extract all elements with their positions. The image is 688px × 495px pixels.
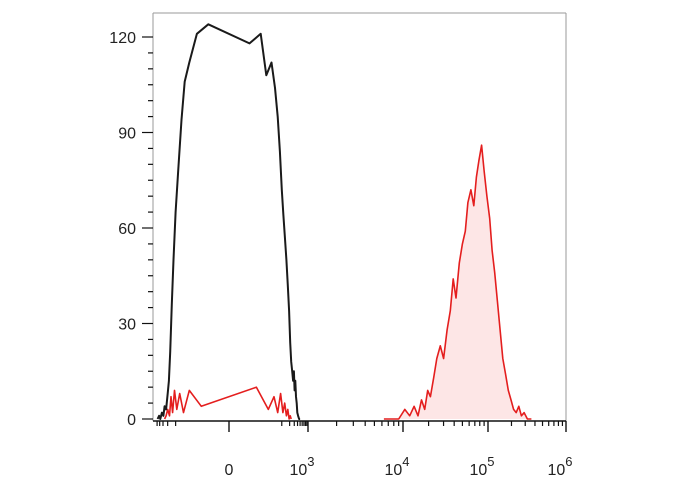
x-tick-label: 105 — [469, 454, 494, 479]
y-tick-label: 0 — [127, 412, 136, 429]
x-minor-ticks — [156, 421, 564, 426]
series-2-line — [156, 23, 301, 420]
series-0-line — [383, 144, 532, 420]
x-tick-exponent: 5 — [487, 454, 494, 469]
x-tick-label: 104 — [384, 454, 409, 479]
y-tick-label: 90 — [118, 126, 136, 143]
x-axis: 0 103 104 105 106 — [225, 421, 573, 479]
x-tick-label: 103 — [289, 454, 314, 479]
y-tick-label: 60 — [118, 221, 136, 238]
y-tick-label: 30 — [118, 317, 136, 334]
series-1-line — [163, 386, 292, 420]
y-tick-label: 120 — [109, 30, 136, 47]
x-tick-exponent: 3 — [307, 454, 314, 469]
x-tick-exponent: 4 — [402, 454, 409, 469]
x-tick-exponent: 6 — [565, 454, 572, 469]
x-tick-label: 0 — [225, 462, 234, 479]
series-layer — [156, 23, 532, 420]
plot-frame — [152, 12, 567, 421]
y-axis: 0 30 60 90 120 — [109, 30, 153, 429]
x-tick-label: 106 — [547, 454, 572, 479]
